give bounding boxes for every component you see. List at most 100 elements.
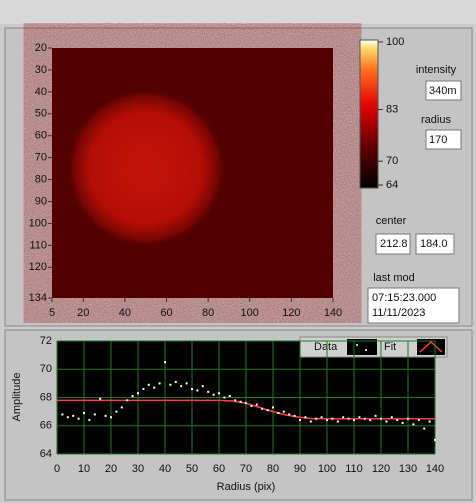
control-value: 11/11/2023: [372, 307, 425, 319]
x-tick-label: 80: [202, 307, 214, 319]
data-point: [320, 416, 323, 419]
x-tick-label: 140: [426, 463, 444, 475]
x-tick-label: 90: [294, 463, 306, 475]
data-point: [412, 423, 415, 426]
x-tick-label: 20: [105, 463, 117, 475]
control-label: intensity: [416, 64, 457, 76]
legend-label: Data: [314, 341, 338, 353]
x-tick-label: 40: [159, 463, 171, 475]
data-point: [99, 397, 102, 400]
color-scale: [359, 39, 379, 189]
data-point: [191, 388, 193, 391]
x-tick-label: 50: [186, 463, 198, 475]
x-tick-label: 10: [78, 463, 90, 475]
y-tick-label: 50: [35, 108, 47, 120]
numeric-box[interactable]: [375, 233, 411, 255]
data-point: [396, 419, 399, 422]
x-axis-label: Radius (pix): [217, 481, 276, 493]
data-point: [288, 413, 291, 416]
x-tick-label: 140: [324, 307, 342, 319]
data-point: [180, 385, 183, 388]
data-point: [88, 419, 91, 422]
data-point: [137, 392, 139, 395]
y-tick-label: 20: [35, 42, 47, 54]
y-tick-label: 110: [29, 239, 47, 251]
data-point: [282, 410, 285, 413]
x-tick-label: 30: [132, 463, 144, 475]
timestamp-box[interactable]: [367, 287, 460, 324]
data-point: [277, 412, 280, 415]
x-tick-label: 130: [399, 463, 417, 475]
toolbar: [0, 0, 476, 24]
data-point: [153, 386, 156, 389]
data-point: [304, 416, 307, 419]
control-value: 340m: [429, 85, 457, 97]
data-point: [239, 400, 242, 403]
data-point: [147, 383, 150, 386]
control-value: 212.8: [380, 238, 408, 250]
x-tick-label: 40: [119, 307, 131, 319]
data-point: [212, 393, 215, 396]
data-point: [374, 414, 377, 417]
data-point: [110, 416, 112, 419]
data-point: [223, 396, 226, 399]
data-point: [423, 427, 426, 430]
data-point: [83, 412, 85, 415]
legend-label: Fit: [384, 341, 396, 353]
x-tick-label: 80: [267, 463, 279, 475]
data-point: [261, 407, 264, 410]
data-point: [347, 417, 350, 420]
control-value: 184.0: [420, 238, 448, 250]
data-point: [228, 395, 231, 398]
y-tick-label: 68: [40, 391, 52, 403]
data-point: [266, 409, 269, 412]
data-point: [331, 417, 334, 420]
y-tick-label: 90: [35, 195, 47, 207]
color-tick-label: 70: [386, 155, 398, 167]
data-point: [417, 419, 420, 422]
data-point: [358, 416, 361, 419]
data-point: [66, 416, 69, 419]
data-point: [407, 417, 409, 420]
y-tick-label: 30: [35, 64, 47, 76]
numeric-box[interactable]: [425, 129, 462, 150]
data-point: [201, 385, 204, 388]
data-point: [315, 417, 318, 420]
numeric-box[interactable]: [425, 80, 462, 101]
data-point: [174, 380, 177, 383]
data-point: [385, 420, 388, 423]
data-point: [142, 388, 145, 391]
control-value: 07:15:23.000: [372, 292, 436, 304]
legend-icon-line: [419, 340, 443, 353]
data-point: [61, 413, 64, 416]
data-point: [72, 414, 75, 417]
legend-icon-dot: [365, 349, 367, 351]
data-point: [255, 403, 258, 406]
data-point: [390, 416, 393, 419]
color-tick-label: 64: [386, 179, 398, 191]
x-tick-label: 120: [372, 463, 390, 475]
data-point: [363, 417, 366, 420]
data-point: [250, 404, 253, 407]
numeric-box[interactable]: [415, 233, 455, 255]
data-point: [369, 419, 372, 422]
y-axis-label: Amplitude: [11, 373, 23, 422]
data-point: [158, 382, 161, 385]
data-point: [342, 416, 345, 419]
data-point: [434, 438, 436, 441]
data-point: [428, 420, 431, 423]
x-tick-label: 60: [160, 307, 172, 319]
control-value: 170: [429, 134, 447, 146]
data-point: [126, 399, 129, 402]
x-tick-label: 60: [213, 463, 225, 475]
x-tick-label: 100: [318, 463, 336, 475]
data-point: [120, 406, 123, 409]
color-tick-label: 83: [386, 103, 398, 115]
legend-icon: [417, 339, 445, 355]
data-point: [234, 399, 237, 402]
data-point: [131, 395, 134, 398]
data-point: [293, 414, 296, 417]
y-tick-label: 60: [35, 130, 47, 142]
data-point: [196, 389, 199, 392]
